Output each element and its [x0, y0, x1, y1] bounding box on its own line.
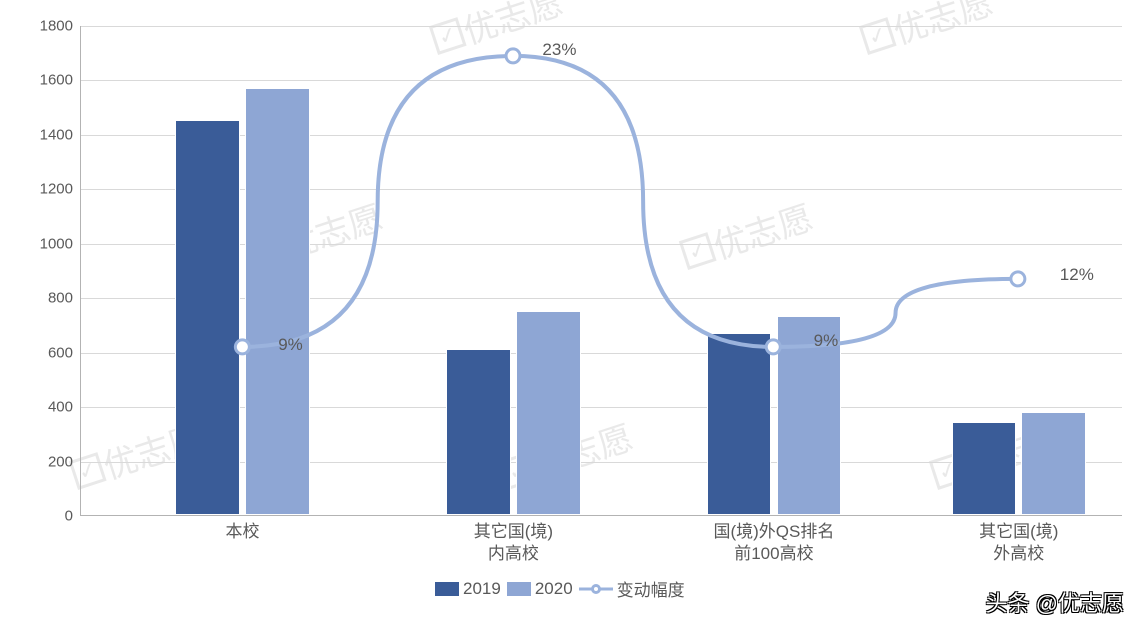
- legend-swatch: [435, 582, 459, 596]
- line-marker: [766, 340, 780, 354]
- attribution-prefix: 头条: [986, 591, 1030, 616]
- line-marker: [235, 340, 249, 354]
- legend-label: 变动幅度: [617, 576, 685, 601]
- y-tick-label: 1400: [40, 126, 81, 143]
- x-category-label: 其它国(境) 内高校: [474, 521, 553, 565]
- y-tick-label: 1200: [40, 181, 81, 198]
- line-layer: [81, 26, 1122, 516]
- line-marker: [1011, 272, 1025, 286]
- y-tick-label: 800: [48, 290, 81, 307]
- y-tick-label: 1800: [40, 18, 81, 35]
- line-data-label: 12%: [1060, 265, 1094, 285]
- line-data-label: 23%: [542, 40, 576, 60]
- x-category-label: 国(境)外QS排名 前100高校: [713, 521, 834, 565]
- x-category-label: 其它国(境) 外高校: [979, 521, 1058, 565]
- trend-line: [242, 56, 1018, 347]
- y-tick-label: 1600: [40, 72, 81, 89]
- y-tick-label: 0: [65, 508, 81, 525]
- legend-item: 2020: [507, 579, 573, 599]
- attribution-handle: @优志愿: [1036, 591, 1124, 616]
- x-category-label: 本校: [226, 521, 260, 543]
- attribution: 头条 @优志愿: [986, 586, 1124, 618]
- legend: 2019 2020 变动幅度: [435, 576, 685, 601]
- legend-label: 2020: [535, 579, 573, 599]
- plot-area: 020040060080010001200140016001800 9%23%9…: [80, 26, 1122, 516]
- legend-item: 变动幅度: [579, 576, 685, 601]
- legend-line-swatch: [579, 582, 613, 596]
- line-data-label: 9%: [278, 335, 303, 355]
- y-tick-label: 200: [48, 453, 81, 470]
- line-data-label: 9%: [814, 331, 839, 351]
- legend-swatch: [507, 582, 531, 596]
- y-tick-label: 1000: [40, 235, 81, 252]
- y-tick-label: 400: [48, 399, 81, 416]
- legend-label: 2019: [463, 579, 501, 599]
- y-tick-label: 600: [48, 344, 81, 361]
- legend-item: 2019: [435, 579, 501, 599]
- line-marker: [506, 49, 520, 63]
- chart-container: ✓优志愿✓优志愿✓优志愿✓优志愿✓优志愿✓优志愿✓优志愿 02004006008…: [0, 0, 1142, 626]
